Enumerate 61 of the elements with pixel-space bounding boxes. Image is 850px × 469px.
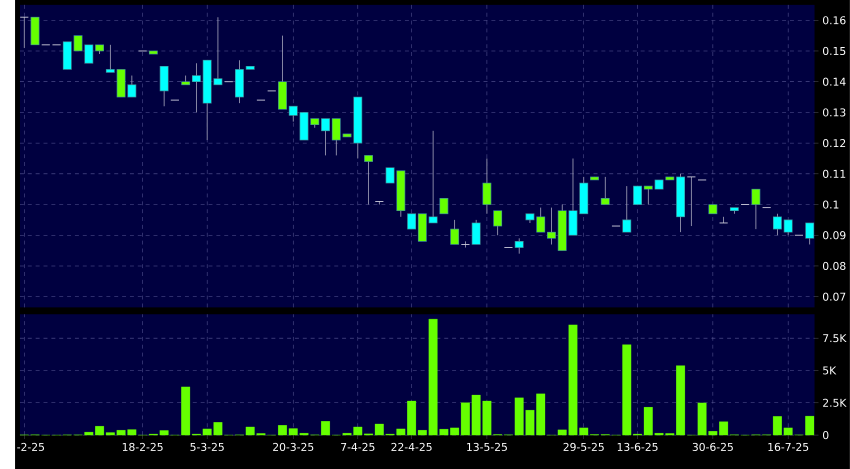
y-tick-label: 0.16 — [822, 16, 846, 24]
candlestick — [482, 158, 492, 214]
candlestick — [407, 213, 416, 230]
candlestick — [310, 118, 320, 128]
x-tick-label: 16-7-25 — [768, 442, 808, 451]
candlestick — [472, 219, 481, 245]
candlestick — [708, 204, 718, 214]
candlestick — [644, 185, 653, 205]
y-tick-label: 5K — [823, 366, 836, 374]
y-tick-label: 0.15 — [822, 46, 846, 55]
x-tick-label: 13-5-25 — [467, 442, 507, 451]
candlestick — [526, 213, 534, 224]
y-tick-label: 0 — [822, 430, 828, 439]
candlestick — [514, 238, 524, 254]
candlestick — [181, 74, 190, 85]
candlestick — [192, 62, 201, 113]
candlestick — [493, 210, 502, 236]
y-tick-label: 7.5K — [823, 334, 847, 342]
candlestick — [364, 154, 373, 205]
candlestick — [214, 16, 222, 85]
candlestick — [772, 213, 782, 236]
y-tick-label: 0.08 — [822, 262, 846, 270]
candlestick — [84, 44, 94, 64]
candlestick — [547, 206, 556, 245]
candlestick — [751, 188, 760, 230]
candlestick — [332, 118, 341, 156]
candlestick — [633, 186, 642, 205]
candlestick — [439, 198, 448, 214]
candlestick — [95, 44, 104, 54]
candlestick — [127, 74, 136, 98]
y-tick-label: 0.14 — [822, 77, 846, 86]
candlestick — [686, 176, 696, 226]
x-tick-label: 20-3-25 — [273, 442, 314, 451]
candlestick — [600, 176, 610, 205]
x-tick-label: 29-5-25 — [564, 442, 604, 451]
candlestick — [20, 16, 29, 48]
x-tick-label: 22-4-25 — [391, 442, 432, 451]
y-tick-label: 0.09 — [822, 230, 846, 240]
candlestick — [654, 179, 664, 190]
candlestick — [321, 118, 330, 156]
candlestick — [288, 106, 298, 122]
y-tick-label: 0.12 — [822, 138, 846, 147]
x-tick-label: 5-3-25 — [190, 442, 224, 451]
y-tick-label: 2.5K — [823, 398, 847, 407]
y-tick-label: 0.11 — [822, 170, 846, 178]
candlestick — [74, 35, 82, 52]
x-tick-label: 18-2-25 — [122, 442, 163, 451]
x-tick-label: 13-6-25 — [618, 442, 658, 451]
y-tick-label: 0.13 — [822, 108, 846, 116]
candlestick — [622, 185, 632, 232]
candlestick — [460, 240, 470, 248]
x-tick-label: 7-4-25 — [341, 442, 374, 451]
y-tick-label: 0.07 — [822, 292, 846, 300]
candlestick — [450, 219, 460, 245]
x-tick-label: -2-25 — [17, 442, 44, 451]
candlestick — [784, 219, 793, 236]
y-tick-label: 0.1 — [822, 200, 838, 208]
candlestick — [719, 216, 728, 224]
x-tick-label: 30-6-25 — [692, 442, 733, 451]
candlestick — [386, 167, 394, 184]
candlestick — [536, 206, 546, 232]
